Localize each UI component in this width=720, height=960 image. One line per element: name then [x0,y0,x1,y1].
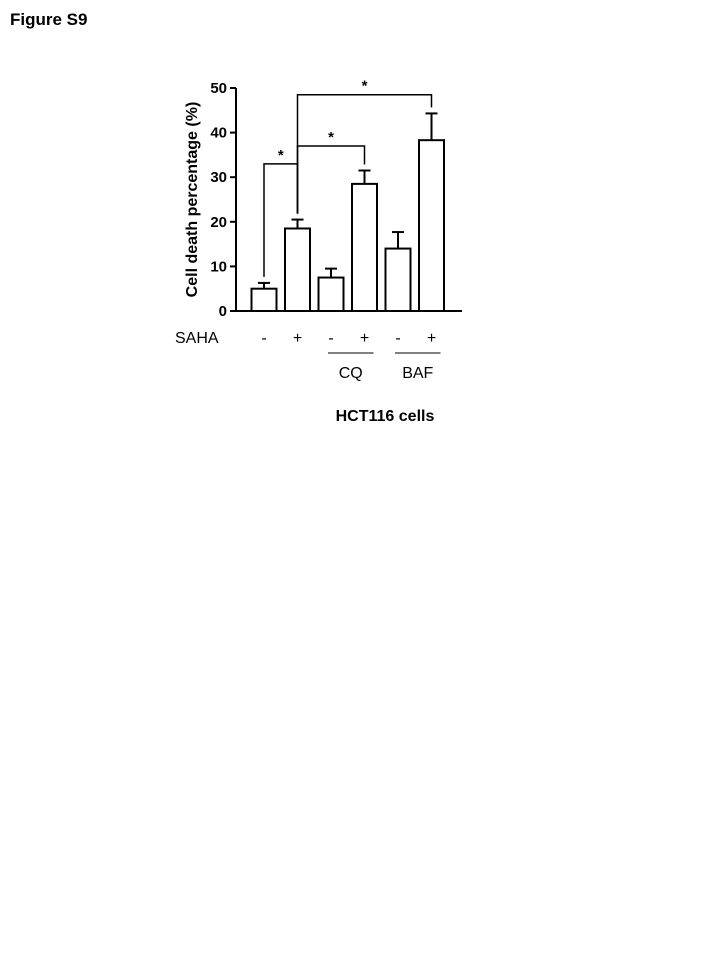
significance-bracket [296,93,433,214]
bar [317,276,345,312]
x-tick-label: + [427,330,436,347]
y-axis-label: Cell death percentage (%) [184,102,201,298]
y-tick-label: 30 [210,169,227,186]
y-tick-label: 10 [210,258,227,275]
bar [284,227,311,313]
group-label: BAF [402,365,433,382]
y-tick-label: 40 [210,125,227,142]
row-label-saha: SAHA [175,330,219,347]
x-tick-label: - [395,330,400,347]
x-tick-label: + [293,330,302,347]
x-tick-label: + [360,330,369,347]
figure-title: Figure S9 [10,10,88,29]
bar [351,182,378,312]
chart-caption: HCT116 cells [336,408,435,425]
x-tick-label: - [261,330,266,347]
bar [384,247,412,312]
group-label: CQ [339,365,363,382]
y-tick-label: 0 [219,303,227,320]
significance-star: * [278,147,284,164]
y-tick-label: 20 [210,214,227,231]
x-tick-label: - [328,330,333,347]
significance-star: * [328,129,334,146]
y-tick-label: 50 [210,80,227,97]
bar [418,139,445,312]
significance-star: * [362,78,368,95]
bar [250,287,278,313]
